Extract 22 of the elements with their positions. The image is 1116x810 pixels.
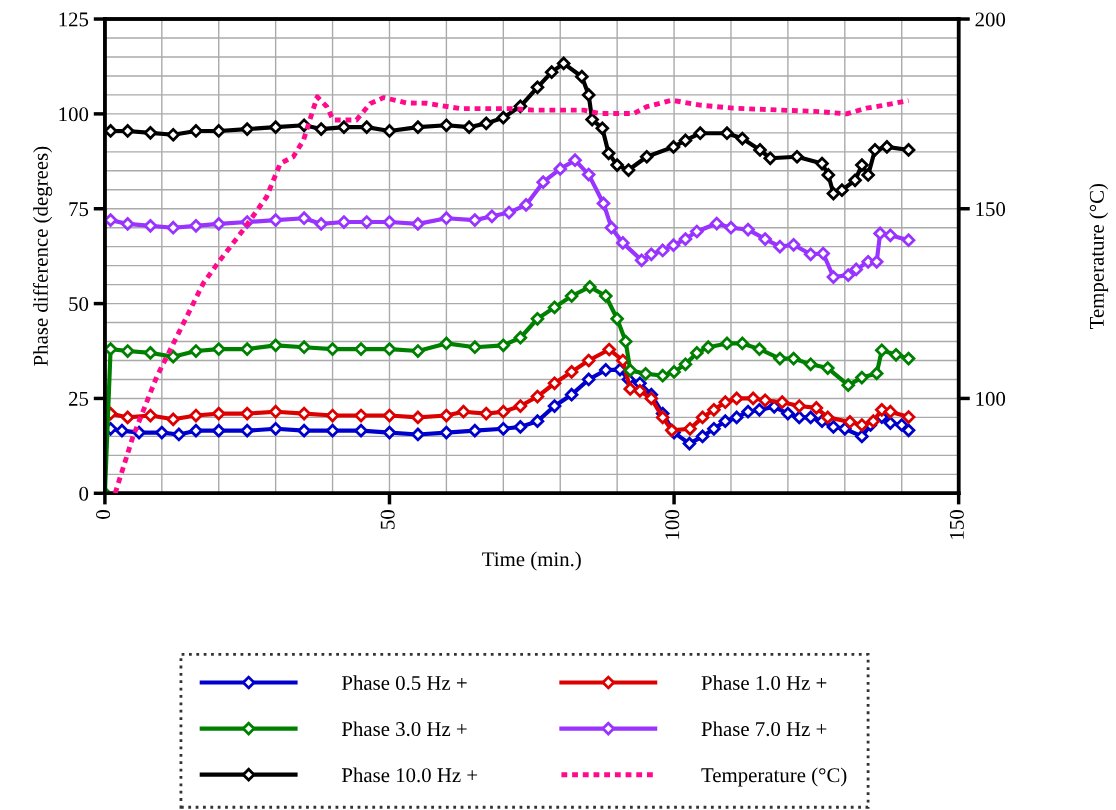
x-tick-label: 0 bbox=[96, 510, 111, 519]
y-tick-label: 125 bbox=[59, 12, 89, 27]
y-axis-title: Phase difference (degrees) bbox=[32, 146, 53, 366]
y-tick-label: 100 bbox=[59, 107, 89, 122]
y-tick-label: 0 bbox=[79, 486, 89, 501]
x-axis-title: Time (min.) bbox=[482, 551, 581, 571]
x-tick-label: 100 bbox=[665, 510, 680, 539]
legend-label: Phase 0.5 Hz + bbox=[341, 675, 467, 691]
legend-label: Temperature (°C) bbox=[701, 767, 847, 787]
y2-axis-title: Temperature (°C) bbox=[1089, 183, 1109, 329]
x-tick-label: 150 bbox=[949, 510, 964, 539]
x-tick-label: 50 bbox=[380, 510, 395, 529]
y2-tick-label: 150 bbox=[976, 202, 1006, 217]
legend-label: Phase 3.0 Hz + bbox=[341, 721, 467, 737]
legend-label: Phase 1.0 Hz + bbox=[701, 675, 827, 691]
y-tick-label: 50 bbox=[69, 296, 89, 312]
y-tick-label: 25 bbox=[69, 391, 89, 406]
legend-label: Phase 7.0 Hz + bbox=[701, 721, 827, 737]
legend-label: Phase 10.0 Hz + bbox=[341, 767, 478, 783]
y-tick-label: 75 bbox=[69, 202, 89, 217]
y2-tick-label: 200 bbox=[975, 12, 1006, 27]
y2-tick-label: 100 bbox=[976, 391, 1006, 406]
